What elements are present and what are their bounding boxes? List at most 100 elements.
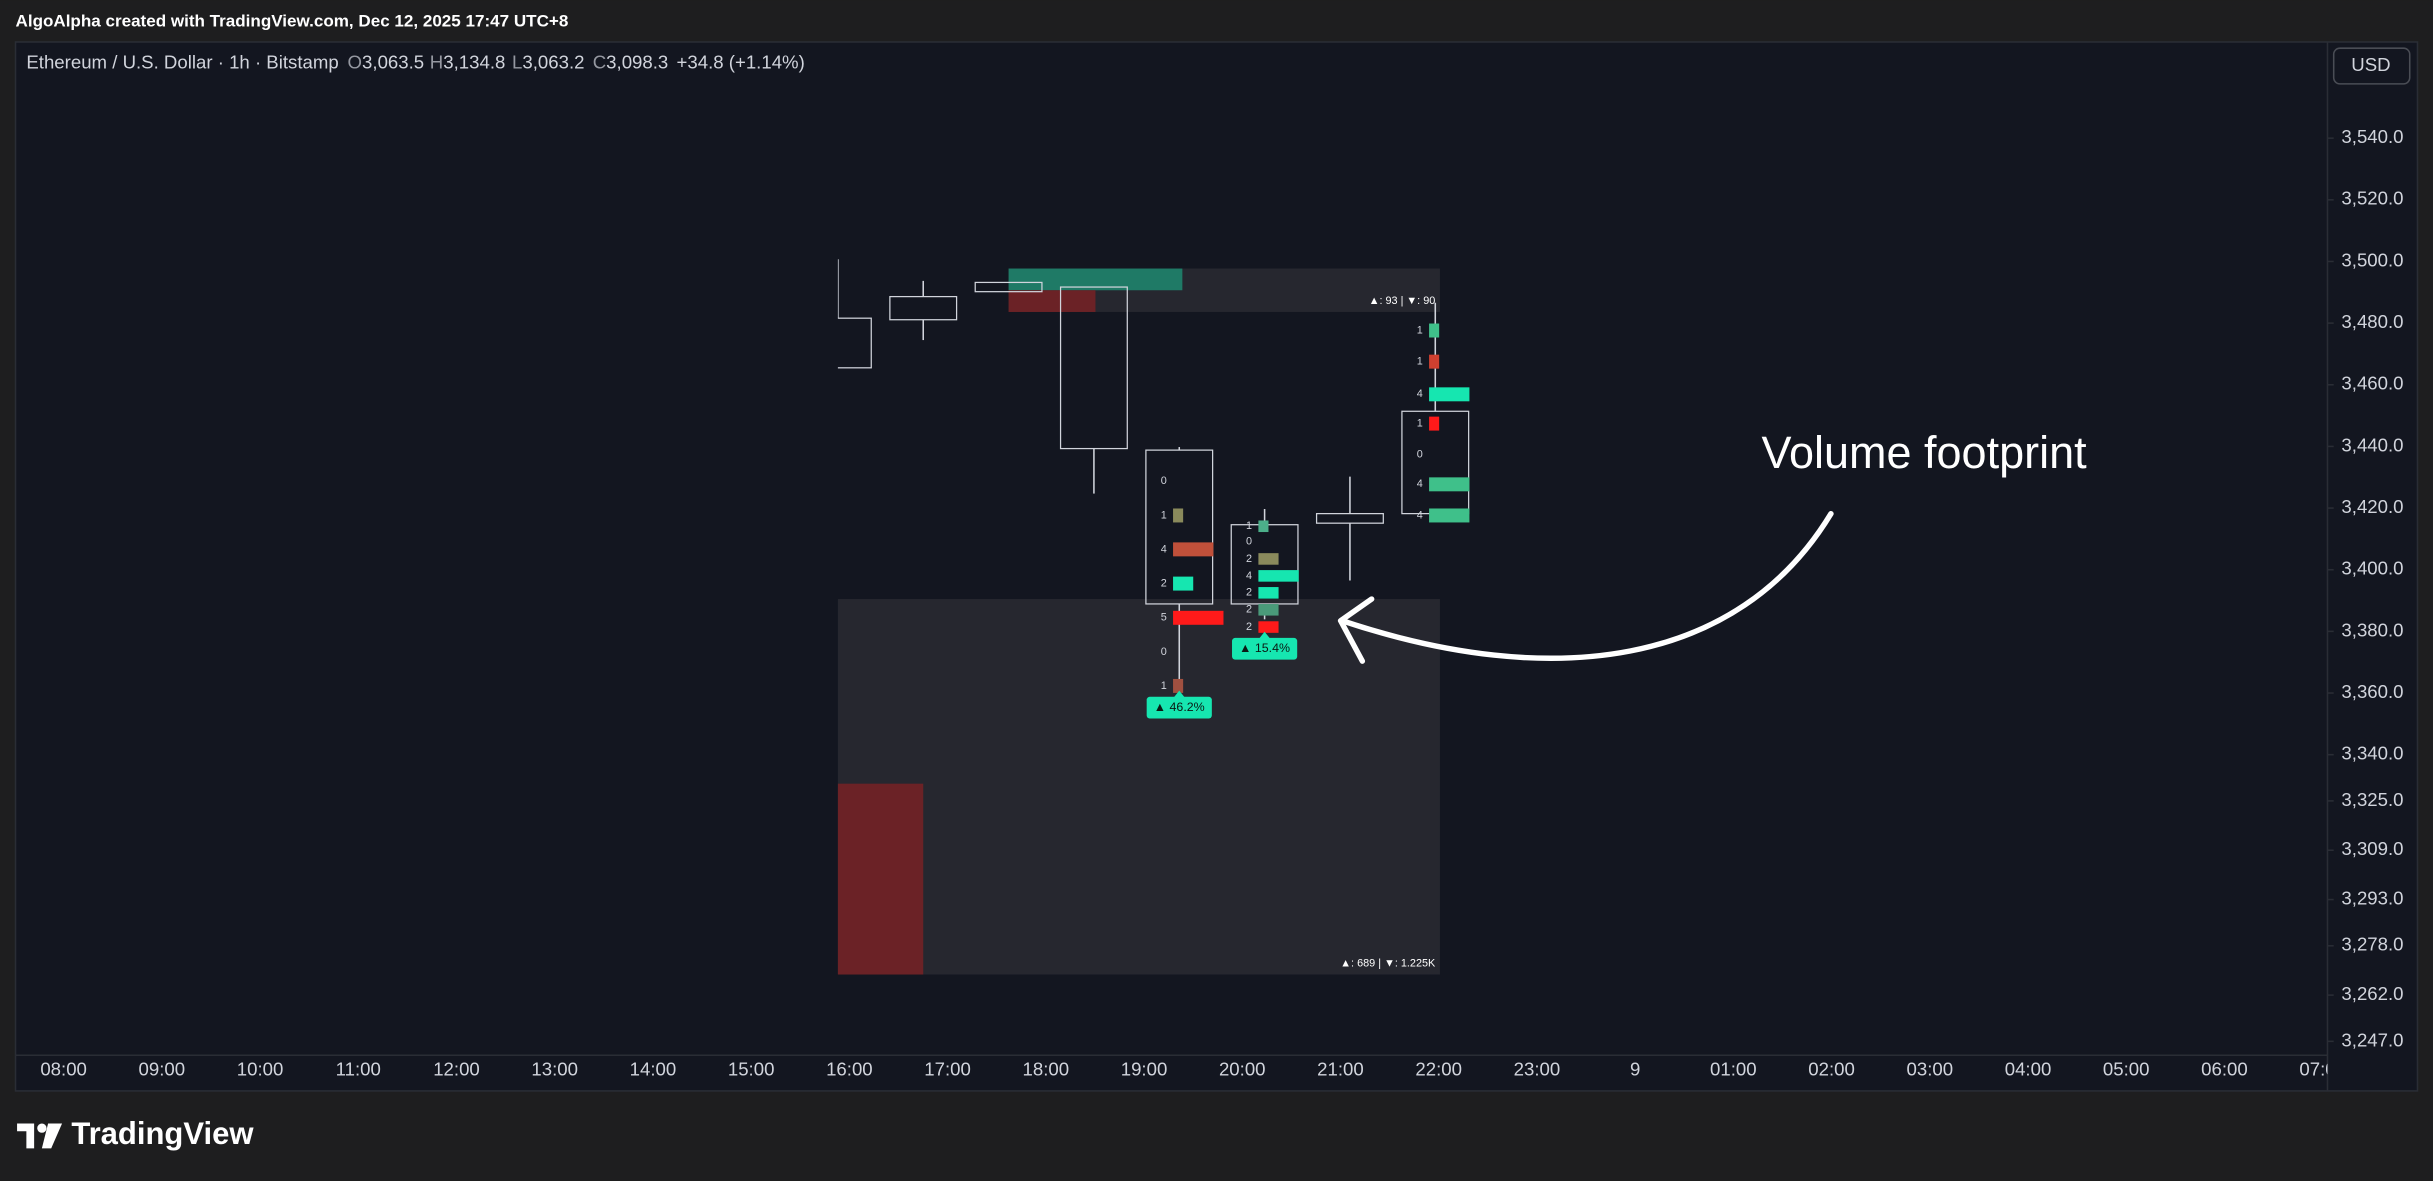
zone-buy xyxy=(1008,268,1183,291)
footprint-volume: 0 xyxy=(1417,449,1423,461)
time-axis: 08:00 09:00 10:00 11:00 12:00 13:00 14:00 15:00… xyxy=(40,1059,2327,1080)
badge xyxy=(1146,696,1212,719)
x-tick-label: 04:00 xyxy=(2005,1059,2052,1080)
zone-label: ▲: 689 | ▼: 1.225K xyxy=(1340,958,1436,970)
candle-body xyxy=(974,281,1043,293)
y-tick-label: 3,480.0 xyxy=(2341,311,2403,332)
y-tick-label: 3,293.0 xyxy=(2341,887,2403,908)
footprint-volume: 5 xyxy=(1161,612,1167,624)
ohlc-high: H3,134.8 xyxy=(430,52,506,73)
value: 3,134.8 xyxy=(443,52,505,73)
footprint-bar xyxy=(1173,508,1184,523)
y-tick-label: 3,500.0 xyxy=(2341,249,2403,270)
candles: 0 1 4 2 5 0 1 ▲ 46.2% 1 0 2 4 2 2 2 ▲ 15.4% 1 1 4 1 0 4 4 xyxy=(837,259,1470,719)
x-tick-label: 20:00 xyxy=(1219,1059,1266,1080)
x-tick-label: 12:00 xyxy=(433,1059,480,1080)
y-tick-label: 3,340.0 xyxy=(2341,743,2403,764)
footprint-volume: 4 xyxy=(1246,570,1252,582)
footprint-bar xyxy=(1258,570,1299,582)
label: L xyxy=(512,52,522,73)
x-tick-label: 23:00 xyxy=(1514,1059,1561,1080)
x-tick-label: 05:00 xyxy=(2103,1059,2150,1080)
footprint-volume: 4 xyxy=(1417,509,1423,521)
y-tick-label: 3,520.0 xyxy=(2341,188,2403,209)
x-tick-label: 19:00 xyxy=(1121,1059,1168,1080)
zone-sell xyxy=(837,783,924,975)
footprint-volume: 0 xyxy=(1161,646,1167,658)
x-tick-label: 18:00 xyxy=(1023,1059,1070,1080)
x-tick-label: 01:00 xyxy=(1710,1059,1757,1080)
attribution: AlgoAlpha created with TradingView.com, … xyxy=(16,11,569,30)
footprint-volume: 1 xyxy=(1161,680,1167,692)
y-tick-label: 3,400.0 xyxy=(2341,558,2403,579)
zone-sell xyxy=(1008,290,1096,312)
x-tick-label: 09:00 xyxy=(139,1059,186,1080)
ohlc-close: C3,098.3 xyxy=(593,52,669,73)
footprint-bar xyxy=(1429,416,1440,431)
footprint-volume: 2 xyxy=(1246,587,1252,599)
x-tick-label: 14:00 xyxy=(630,1059,677,1080)
footprint-bar xyxy=(1173,542,1214,557)
logo xyxy=(17,1123,63,1149)
footprint-volume: 0 xyxy=(1161,475,1167,487)
footprint-volume: 2 xyxy=(1246,604,1252,616)
footprint-volume: 4 xyxy=(1161,543,1167,555)
value: 3,098.3 xyxy=(606,52,668,73)
zone-bottom xyxy=(837,599,1440,975)
footprint-volume: 1 xyxy=(1417,356,1423,368)
x-tick-label: 02:00 xyxy=(1808,1059,1855,1080)
x-tick-label: 17:00 xyxy=(924,1059,971,1080)
footprint-bar xyxy=(1258,604,1279,616)
footprint-bar xyxy=(1173,678,1184,693)
y-tick-label: 3,247.0 xyxy=(2341,1029,2403,1050)
label: C xyxy=(593,52,606,73)
currency-button[interactable] xyxy=(2332,47,2411,85)
footprint-volume: 1 xyxy=(1417,324,1423,336)
candle-body xyxy=(889,295,958,321)
footprint-bar xyxy=(1173,576,1194,591)
y-tick-label: 3,325.0 xyxy=(2341,789,2403,810)
zone-label: ▲: 93 | ▼: 90 xyxy=(1369,295,1436,307)
x-tick-label: 10:00 xyxy=(237,1059,284,1080)
value: 3,063.5 xyxy=(362,52,424,73)
footprint-volume: 2 xyxy=(1246,553,1252,565)
footprint-volume: 4 xyxy=(1417,478,1423,490)
x-tick-label: 13:00 xyxy=(531,1059,578,1080)
footprint-bar xyxy=(1429,508,1470,523)
x-tick-label: 15:00 xyxy=(728,1059,775,1080)
currency[interactable]: USD xyxy=(2351,54,2390,75)
y-tick-label: 3,360.0 xyxy=(2341,681,2403,702)
ohlc-change: +34.8 (+1.14%) xyxy=(677,52,805,73)
label: O xyxy=(348,52,362,73)
y-tick-label: 3,460.0 xyxy=(2341,373,2403,394)
brand: TradingView xyxy=(71,1116,254,1151)
logo-dot xyxy=(37,1123,47,1133)
y-tick-label: 3,262.0 xyxy=(2341,983,2403,1004)
badge-label: ▲ 46.2% xyxy=(1154,700,1205,714)
footprint-bar xyxy=(1429,477,1470,492)
footprint-bar xyxy=(1429,387,1470,402)
x-tick-label: 03:00 xyxy=(1907,1059,1954,1080)
x-tick-label: 16:00 xyxy=(826,1059,873,1080)
footprint-volume: 4 xyxy=(1417,388,1423,400)
y-tick-label: 3,380.0 xyxy=(2341,619,2403,640)
footprint-volume: 2 xyxy=(1161,577,1167,589)
x-tick-label: 9 xyxy=(1630,1059,1640,1080)
x-tick-label: 08:00 xyxy=(40,1059,87,1080)
badge xyxy=(1232,637,1298,660)
footprint-bar xyxy=(1429,354,1440,369)
logo-mark xyxy=(17,1123,35,1149)
candle-body xyxy=(837,317,872,369)
footprint-bar xyxy=(1429,323,1440,338)
footprint-volume: 1 xyxy=(1246,520,1252,532)
arrow-head xyxy=(1337,596,1375,664)
footprint-volume: 1 xyxy=(1161,509,1167,521)
x-tick-label: 06:00 xyxy=(2201,1059,2248,1080)
logo-mark xyxy=(41,1123,63,1149)
x-tick-label: 11:00 xyxy=(336,1059,381,1080)
badge-pointer xyxy=(1258,631,1271,640)
y-tick-label: 3,309.0 xyxy=(2341,838,2403,859)
candle-body xyxy=(1145,449,1214,605)
